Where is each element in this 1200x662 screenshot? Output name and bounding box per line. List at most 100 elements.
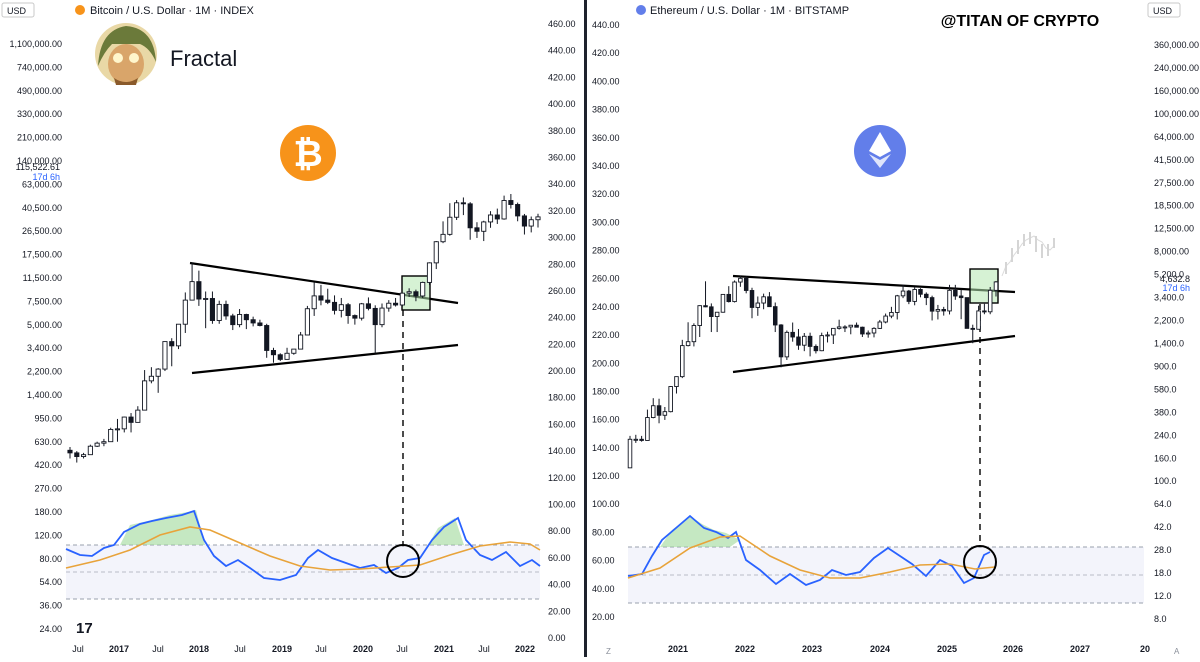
btc-time-tick: Jul — [152, 644, 164, 654]
btc-candle — [487, 211, 494, 228]
eth-log-tick: 41,500.00 — [1154, 155, 1194, 165]
eth-candle — [842, 325, 848, 333]
btc-candle — [494, 208, 500, 224]
eth-rsi-tick: 280.00 — [592, 246, 620, 256]
eth-rsi-tick: 260.00 — [592, 274, 620, 284]
btc-log-tick: 17,500.00 — [22, 250, 62, 260]
eth-log-axis: 360,000.00 240,000.00 160,000.00 100,000.00… — [1154, 40, 1199, 624]
btc-candle — [426, 262, 433, 285]
btc-candle — [209, 291, 215, 324]
btc-log-tick: 330,000.00 — [17, 109, 62, 119]
eth-log-tick: 3,400.0 — [1154, 293, 1184, 303]
btc-candle — [155, 368, 161, 393]
eth-rsi-tick: 200.00 — [592, 358, 620, 368]
btc-log-tick: 210,000.00 — [17, 133, 62, 143]
eth-time-tick: 2024 — [870, 644, 890, 654]
eth-candle — [935, 304, 941, 320]
btc-candle — [67, 447, 73, 459]
eth-rsi-tick: 80.00 — [592, 527, 615, 537]
fractal-label: Fractal — [170, 46, 237, 71]
currency-select[interactable] — [1, 2, 35, 18]
btc-log-tick: 40,500.00 — [22, 203, 62, 213]
btc-candle — [535, 213, 541, 228]
btc-candle — [460, 197, 466, 216]
btc-candle — [413, 289, 419, 302]
eth-rsi-tick: 120.00 — [592, 471, 620, 481]
eth-rsi-circle — [963, 545, 997, 579]
eth-candle — [854, 322, 859, 328]
eth-candle — [924, 292, 929, 306]
btc-log-tick: 950.00 — [34, 413, 62, 423]
eth-candle — [685, 322, 691, 347]
eth-candles — [627, 275, 999, 469]
btc-log-tick: 2,200.00 — [27, 367, 62, 377]
btc-candle — [345, 302, 351, 324]
btc-rsi-overbought-fill — [120, 510, 205, 545]
btc-log-tick: 36.00 — [39, 601, 62, 611]
btc-log-axis: 1,100,000.00 740,000.00 490,000.00 330,000.… — [9, 39, 62, 634]
btc-candle — [331, 295, 338, 315]
eth-candle — [964, 297, 970, 329]
eth-rsi-tick: 240.00 — [592, 302, 620, 312]
eth-price-label: 4,632.8 — [1160, 274, 1190, 284]
btc-candle — [162, 341, 168, 372]
eth-time-tick: 2023 — [802, 644, 822, 654]
eth-log-tick: 380.0 — [1154, 407, 1177, 417]
btc-rsi-tick: 440.00 — [548, 46, 576, 56]
btc-rsi-tick: 400.00 — [548, 99, 576, 109]
btc-candle — [128, 413, 134, 433]
eth-candle — [831, 327, 836, 345]
eth-time-tick: 2022 — [735, 644, 755, 654]
btc-candle — [270, 347, 277, 363]
btc-time-tick: Jul — [234, 644, 246, 654]
btc-triangle-area — [190, 263, 458, 373]
btc-rsi-pane — [65, 509, 541, 600]
eth-candle — [987, 286, 993, 315]
btc-candle — [393, 297, 399, 307]
eth-candle — [767, 292, 772, 308]
eth-triangle-upper — [732, 274, 1016, 294]
eth-rsi-tick: 20.00 — [592, 612, 615, 622]
eth-candle — [656, 398, 662, 424]
avatar — [95, 23, 157, 85]
eth-time-axis: 2021 2022 2023 2024 2025 2026 2027 20 — [668, 644, 1150, 654]
eth-log-tick: 240.0 — [1154, 430, 1177, 440]
btc-candle — [189, 262, 195, 301]
eth-candle — [691, 323, 697, 347]
btc-candle — [101, 438, 107, 447]
eth-rsi-tick: 40.00 — [592, 584, 615, 594]
btc-time-tick: 2019 — [272, 644, 292, 654]
eth-currency-select[interactable] — [1147, 2, 1181, 18]
btc-candle — [148, 367, 154, 384]
btc-rsi-tick: 120.00 — [548, 473, 576, 483]
btc-candle — [298, 331, 304, 350]
panel-divider — [584, 0, 587, 657]
eth-chart-title: Ethereum / U.S. Dollar · 1M · BITSTAMP — [650, 5, 849, 17]
eth-log-tick: 27,500.00 — [1154, 178, 1194, 188]
btc-rsi-tick: 60.00 — [548, 553, 571, 563]
btc-time-tick: 2018 — [189, 644, 209, 654]
btc-candle — [359, 302, 365, 321]
eth-symbol-icon — [636, 5, 646, 15]
eth-log-tick: 100.0 — [1154, 476, 1177, 486]
eth-rsi-tick: 60.00 — [592, 556, 615, 566]
eth-candle — [674, 376, 679, 394]
btc-rsi-axis: 460.00 440.00 420.00 400.00 380.00 360.00 340.… — [548, 19, 576, 643]
eth-candle — [865, 330, 871, 338]
eth-log-tick: 580.0 — [1154, 384, 1177, 394]
eth-candle — [976, 305, 981, 330]
eth-rsi-tick: 320.00 — [592, 189, 620, 199]
btc-log-tick: 1,400.00 — [27, 390, 62, 400]
btc-candle — [304, 305, 310, 336]
eth-candle — [662, 406, 668, 420]
eth-triangle-lower — [732, 334, 1016, 374]
eth-rsi-tick: 380.00 — [592, 105, 620, 115]
eth-log-tick: 64,000.00 — [1154, 132, 1194, 142]
btc-candle — [338, 297, 344, 318]
btc-candle — [420, 281, 426, 298]
eth-candle — [894, 294, 900, 320]
btc-time-tick: Jul — [478, 644, 490, 654]
eth-rsi-axis: 440.00 420.00 400.00 380.00 360.00 340.00 320.… — [592, 20, 620, 622]
btc-rsi-line — [65, 509, 541, 581]
btc-time-tick: 2020 — [353, 644, 373, 654]
